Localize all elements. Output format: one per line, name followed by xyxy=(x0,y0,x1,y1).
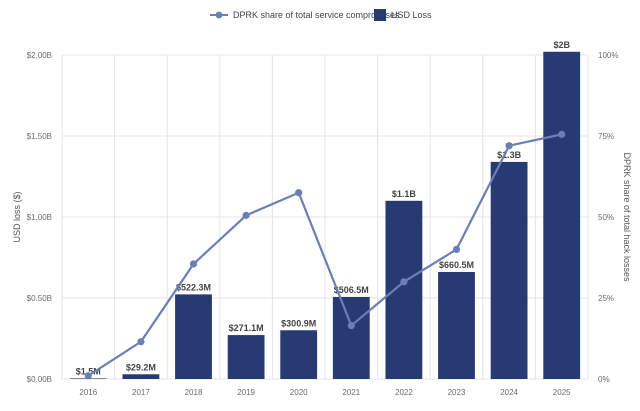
y-tick-label-left: $0.00B xyxy=(27,375,52,384)
bar xyxy=(122,374,160,379)
bar-series xyxy=(69,51,581,379)
legend-label-bar: USD Loss xyxy=(391,10,432,20)
x-tick-label: 2021 xyxy=(342,388,360,397)
line-point xyxy=(189,260,198,268)
x-tick-label: 2024 xyxy=(500,388,518,397)
bar xyxy=(438,271,475,379)
y-tick-label-right: 75% xyxy=(598,132,614,141)
y-axis-left: $0.00B $0.50B $1.00B $1.50B $2.00B xyxy=(27,51,52,384)
y-tick-label-right: 50% xyxy=(598,213,614,222)
x-tick-label: 2019 xyxy=(237,388,255,397)
series-line xyxy=(87,133,562,377)
line-point xyxy=(347,321,355,330)
bar xyxy=(280,330,318,379)
bar-data-label: $506.5M xyxy=(334,285,369,295)
bar xyxy=(543,51,581,379)
y-tick-label-left: $1.00B xyxy=(27,213,52,222)
bar-data-label: $522.3M xyxy=(176,282,211,292)
x-tick-label: 2016 xyxy=(79,388,97,397)
bar-data-label: $271.1M xyxy=(229,323,264,333)
bar-data-label: $1.1B xyxy=(392,189,417,199)
line-point xyxy=(452,245,461,253)
x-tick-label: 2017 xyxy=(132,388,150,397)
line-point xyxy=(242,211,250,219)
legend-bar-swatch xyxy=(374,9,386,21)
line-point xyxy=(400,278,408,286)
bar-data-label: $29.2M xyxy=(126,362,156,372)
y-axis-right-title: DPRK share of total hack losses xyxy=(622,152,632,282)
bar-data-label: $300.9M xyxy=(281,318,316,328)
bar xyxy=(332,296,370,379)
bar-data-label: $2B xyxy=(553,40,570,50)
line-point xyxy=(295,189,303,197)
x-tick-label: 2025 xyxy=(553,388,571,397)
x-tick-label: 2023 xyxy=(448,388,466,397)
bar xyxy=(385,200,423,379)
y-tick-label-left: $2.00B xyxy=(27,51,52,60)
bar-data-label: $1.3B xyxy=(497,150,522,160)
line-point xyxy=(137,338,145,346)
x-tick-label: 2018 xyxy=(185,388,203,397)
x-tick-label: 2020 xyxy=(290,388,308,397)
line-point xyxy=(84,372,92,380)
line-series xyxy=(84,130,566,380)
bar xyxy=(490,161,528,379)
legend-label-line: DPRK share of total service compromises xyxy=(233,10,400,20)
line-point xyxy=(558,130,566,138)
x-tick-label: 2022 xyxy=(395,388,413,397)
y-tick-label-right: 100% xyxy=(598,51,618,60)
bar xyxy=(175,294,212,379)
gridlines xyxy=(61,54,589,380)
bar-data-label: $660.5M xyxy=(439,260,474,270)
x-axis: 2016 2017 2018 2019 2020 2021 2022 2023 2024 2025 xyxy=(79,388,571,397)
legend-line-dot xyxy=(215,11,223,19)
y-axis-left-title: USD loss ($) xyxy=(12,191,22,242)
y-tick-label-right: 25% xyxy=(598,294,614,303)
bar xyxy=(227,335,265,379)
y-tick-label-left: $1.50B xyxy=(27,132,52,141)
y-tick-label-left: $0.50B xyxy=(27,294,52,303)
legend: DPRK share of total service compromisesU… xyxy=(210,9,432,21)
y-axis-right: 0% 25% 50% 75% 100% xyxy=(598,51,618,384)
y-tick-label-right: 0% xyxy=(598,375,610,384)
bar-data-label: $1.5M xyxy=(76,366,101,376)
bar-labels: $1.5M $29.2M $522.3M $271.1M $300.9M $506.5M $… xyxy=(76,40,571,377)
line-point xyxy=(505,142,513,150)
